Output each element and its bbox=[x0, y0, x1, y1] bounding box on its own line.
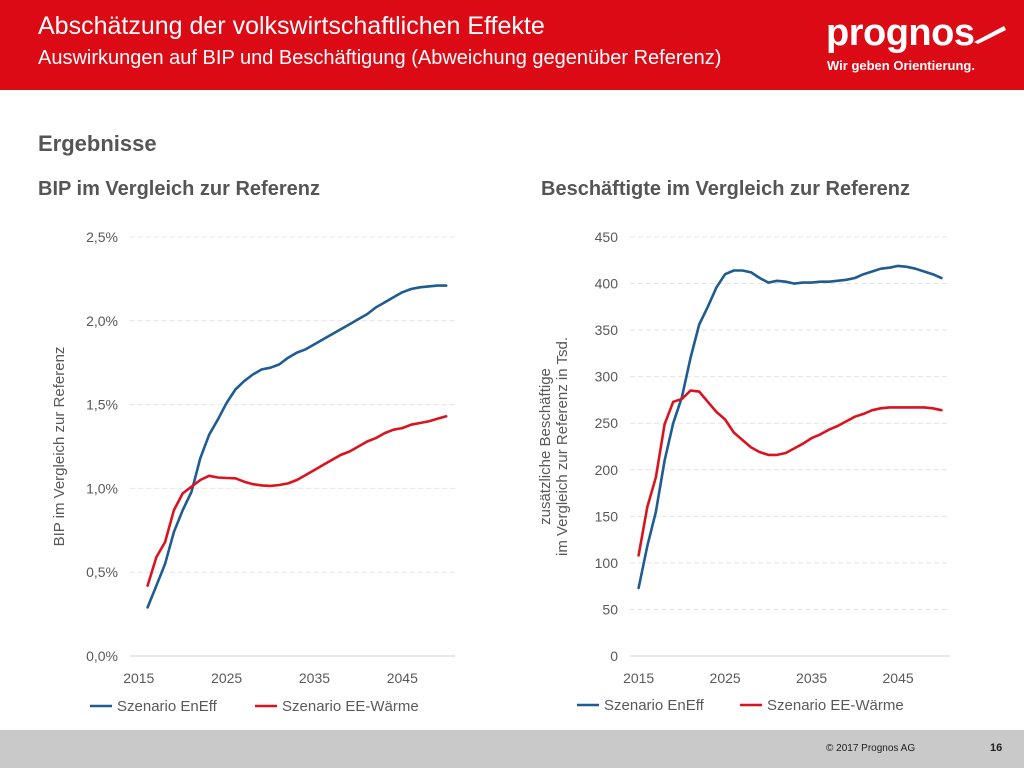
legend-label: Szenario EE-Wärme bbox=[767, 697, 904, 714]
y-tick-label: 250 bbox=[595, 415, 619, 431]
y-axis-label: zusätzliche Beschäftige bbox=[537, 368, 554, 525]
page-number: 16 bbox=[990, 742, 1003, 754]
legend-label: Szenario EE-Wärme bbox=[282, 698, 419, 715]
x-tick-label: 2015 bbox=[623, 670, 654, 686]
copyright-text: © 2017 Prognos AG bbox=[826, 743, 916, 754]
slide-subtitle: Auswirkungen auf BIP und Beschäftigung (… bbox=[38, 47, 722, 69]
prognos-logo: prognos Wir geben Orientierung. bbox=[826, 12, 1016, 76]
y-axis-label: im Vergleich zur Referenz in Tsd. bbox=[554, 337, 571, 556]
y-axis-label: BIP im Vergleich zur Referenz bbox=[51, 347, 68, 547]
y-tick-label: 0,5% bbox=[86, 564, 118, 580]
x-tick-label: 2035 bbox=[796, 670, 827, 686]
bip-chart: 0,0% 0,5% 1,0% 1,5% 2,0% 2,5% 2015 2025 2035 2045… bbox=[51, 229, 455, 715]
logo-swoosh-icon bbox=[974, 26, 1006, 44]
y-tick-label: 400 bbox=[595, 276, 619, 292]
bip-chart-title: BIP im Vergleich zur Referenz bbox=[38, 178, 320, 200]
y-tick-label: 450 bbox=[595, 229, 619, 245]
y-tick-label: 300 bbox=[595, 369, 619, 385]
series-line-2 bbox=[637, 389, 943, 557]
header-bar: Abschätzung der volkswirtschaftlichen Ef… bbox=[0, 0, 1024, 90]
x-tick-label: 2025 bbox=[710, 670, 741, 686]
y-tick-label: 150 bbox=[595, 508, 619, 524]
y-tick-label: 1,0% bbox=[86, 480, 118, 496]
footer-bar: © 2017 Prognos AG 16 bbox=[0, 730, 1024, 768]
series-line-1 bbox=[146, 284, 448, 609]
slide-title: Abschätzung der volkswirtschaftlichen Ef… bbox=[38, 12, 545, 40]
y-tick-label: 100 bbox=[595, 555, 619, 571]
logo-tagline: Wir geben Orientierung. bbox=[827, 58, 975, 73]
series-line-1 bbox=[637, 264, 943, 590]
y-tick-label: 2,5% bbox=[86, 229, 118, 245]
y-tick-label: 0 bbox=[610, 648, 618, 664]
y-tick-label: 2,0% bbox=[86, 313, 118, 329]
x-tick-label: 2035 bbox=[299, 670, 330, 686]
y-tick-label: 50 bbox=[602, 601, 618, 617]
legend-label: Szenario EnEff bbox=[604, 697, 705, 714]
y-tick-label: 350 bbox=[595, 322, 619, 338]
legend-label: Szenario EnEff bbox=[117, 698, 218, 715]
logo-wordmark: prognos bbox=[826, 12, 975, 54]
series-line-2 bbox=[146, 415, 448, 587]
y-tick-label: 0,0% bbox=[86, 648, 118, 664]
y-tick-label: 1,5% bbox=[86, 397, 118, 413]
employment-chart: 0 50 100 150 200 250 300 350 400 450 2015 2025 2035 2… bbox=[537, 229, 950, 714]
x-tick-label: 2025 bbox=[211, 670, 242, 686]
x-tick-label: 2015 bbox=[123, 670, 154, 686]
x-tick-label: 2045 bbox=[883, 670, 914, 686]
employment-chart-title: Beschäftigte im Vergleich zur Referenz bbox=[541, 178, 911, 200]
section-title: Ergebnisse bbox=[38, 131, 157, 156]
y-tick-label: 200 bbox=[595, 462, 619, 478]
x-tick-label: 2045 bbox=[387, 670, 418, 686]
